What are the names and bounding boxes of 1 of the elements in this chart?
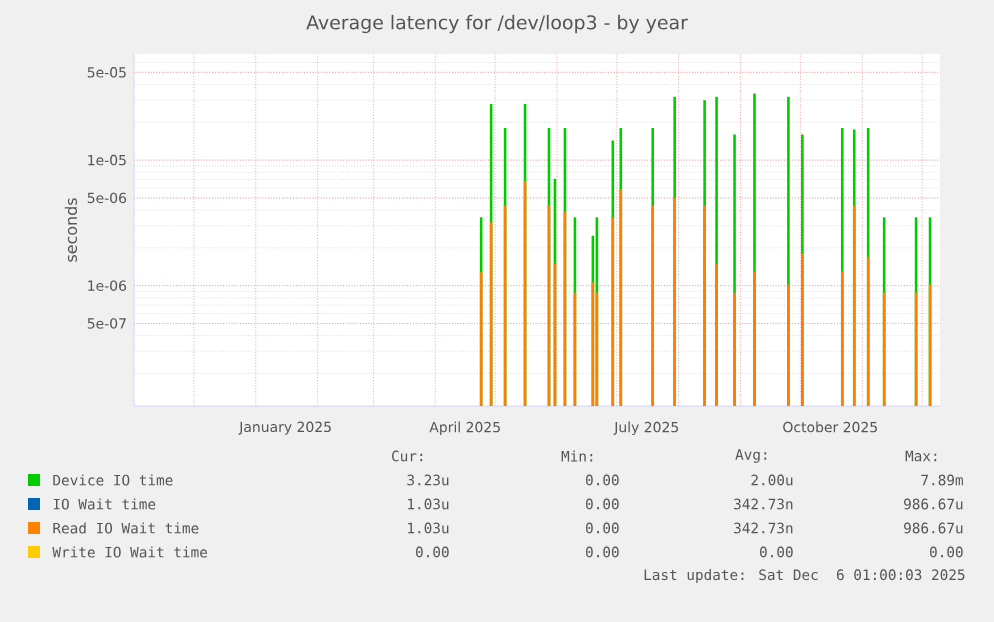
chart-title: Average latency for /dev/loop3 - by year — [306, 14, 688, 34]
